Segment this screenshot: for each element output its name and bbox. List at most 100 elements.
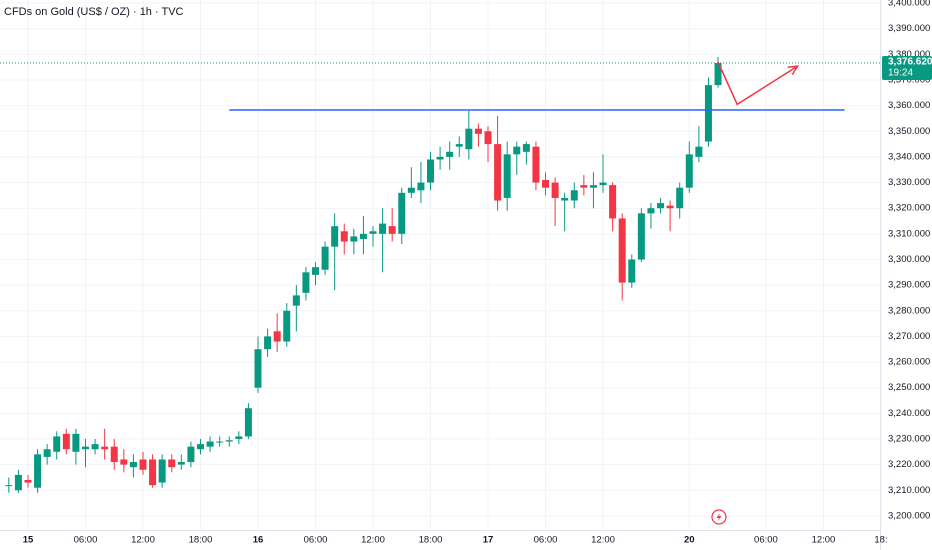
countdown-label: 19:24 [888,68,913,79]
candle-body [235,436,243,439]
y-tick-label: 3,330.000 [888,177,930,188]
candle-body [637,213,645,260]
candle-body [350,236,358,242]
candle-body [359,233,367,239]
candle-body [551,182,559,198]
candle-body [62,433,70,450]
candle-body [695,146,703,157]
y-tick-label: 3,310.000 [888,228,930,239]
x-tick-label: 18: [874,535,887,546]
candle-body [110,446,118,463]
candle-body [599,182,607,186]
candle-body [34,454,42,488]
candle-body [312,267,320,275]
candle-body [465,128,473,150]
y-tick-label: 3,300.000 [888,254,930,265]
y-tick-label: 3,400.000 [888,0,930,9]
candle-body [647,208,655,214]
candle-body [81,446,89,450]
y-tick-label: 3,240.000 [888,408,930,419]
candle-body [685,154,693,188]
chart-title: CFDs on Gold (US$ / OZ) · 1h · TVC [4,6,184,18]
candle-body [53,436,61,452]
candle-body [91,444,99,450]
replay-icon[interactable] [711,509,727,525]
y-tick-label: 3,210.000 [888,485,930,496]
candle-body [379,223,387,234]
candle-body [321,246,329,270]
y-tick-label: 3,260.000 [888,357,930,368]
candle-body [120,459,128,465]
candle-body [589,185,597,188]
y-tick-label: 3,360.000 [888,100,930,111]
candle-body [244,408,252,437]
candle-body [580,185,588,188]
y-tick-label: 3,350.000 [888,126,930,137]
candle-body [714,63,722,86]
candle-body [369,231,377,234]
candle-body [43,449,51,457]
candle-body [331,226,339,247]
candle-body [216,441,224,443]
x-tick-label: 15 [23,535,34,546]
candle-body [522,144,530,152]
icon-ring [711,509,727,525]
x-tick-label: 06:00 [74,535,98,546]
candle-body [609,185,617,219]
candle-body [542,180,550,188]
candle-body [101,446,109,450]
x-tick-label: 12:00 [591,535,615,546]
candle-body [187,446,195,463]
candle-body [273,331,281,342]
candle-body [254,349,262,388]
y-tick-label: 3,340.000 [888,151,930,162]
candle-body [139,459,147,470]
candle-body [513,146,521,155]
x-tick-label: 06:00 [754,535,778,546]
candle-body [676,187,684,209]
candle-body [618,218,626,283]
y-tick-label: 3,380.000 [888,49,930,60]
candle-body [5,485,13,487]
candle-body [168,459,176,468]
candle-body [398,192,406,234]
x-tick-label: 17 [483,535,494,546]
candle-body [129,462,137,468]
price-label: 3,376.620 [888,57,932,68]
y-tick-label: 3,220.000 [888,459,930,470]
candle-body [158,459,166,483]
candle-body [24,480,32,483]
candle-body [302,272,310,293]
x-tick-label: 16 [253,535,264,546]
axes: 3,200.000 3,210.000 3,220.000 3,230.000 3,24… [23,0,932,546]
candle-body [570,190,578,201]
y-tick-label: 3,230.000 [888,433,930,444]
x-tick-label: 12:00 [812,535,836,546]
y-tick-label: 3,280.000 [888,305,930,316]
x-tick-label: 06:00 [534,535,558,546]
x-tick-label: 20 [684,535,695,546]
candle-body [484,131,492,145]
y-tick-label: 3,390.000 [888,23,930,34]
candle-body [417,182,425,191]
candle-body [503,154,511,198]
candle-body [628,259,636,283]
candle-body [704,85,712,142]
icon-bolt [716,513,722,521]
price-label-box [882,56,932,81]
x-tick-label: 18:00 [419,535,443,546]
candle-body [455,144,463,147]
candle-body [225,440,233,442]
x-tick-label: 12:00 [361,535,385,546]
candle-body [196,444,204,450]
arrow-line [717,61,798,106]
x-tick-label: 06:00 [304,535,328,546]
x-tick-label: 12:00 [131,535,155,546]
candle-body [72,433,80,452]
candle-body [388,226,396,234]
candles [0,56,880,493]
candle-body [446,151,454,157]
candle-body [436,156,444,160]
candle-body [532,146,540,183]
